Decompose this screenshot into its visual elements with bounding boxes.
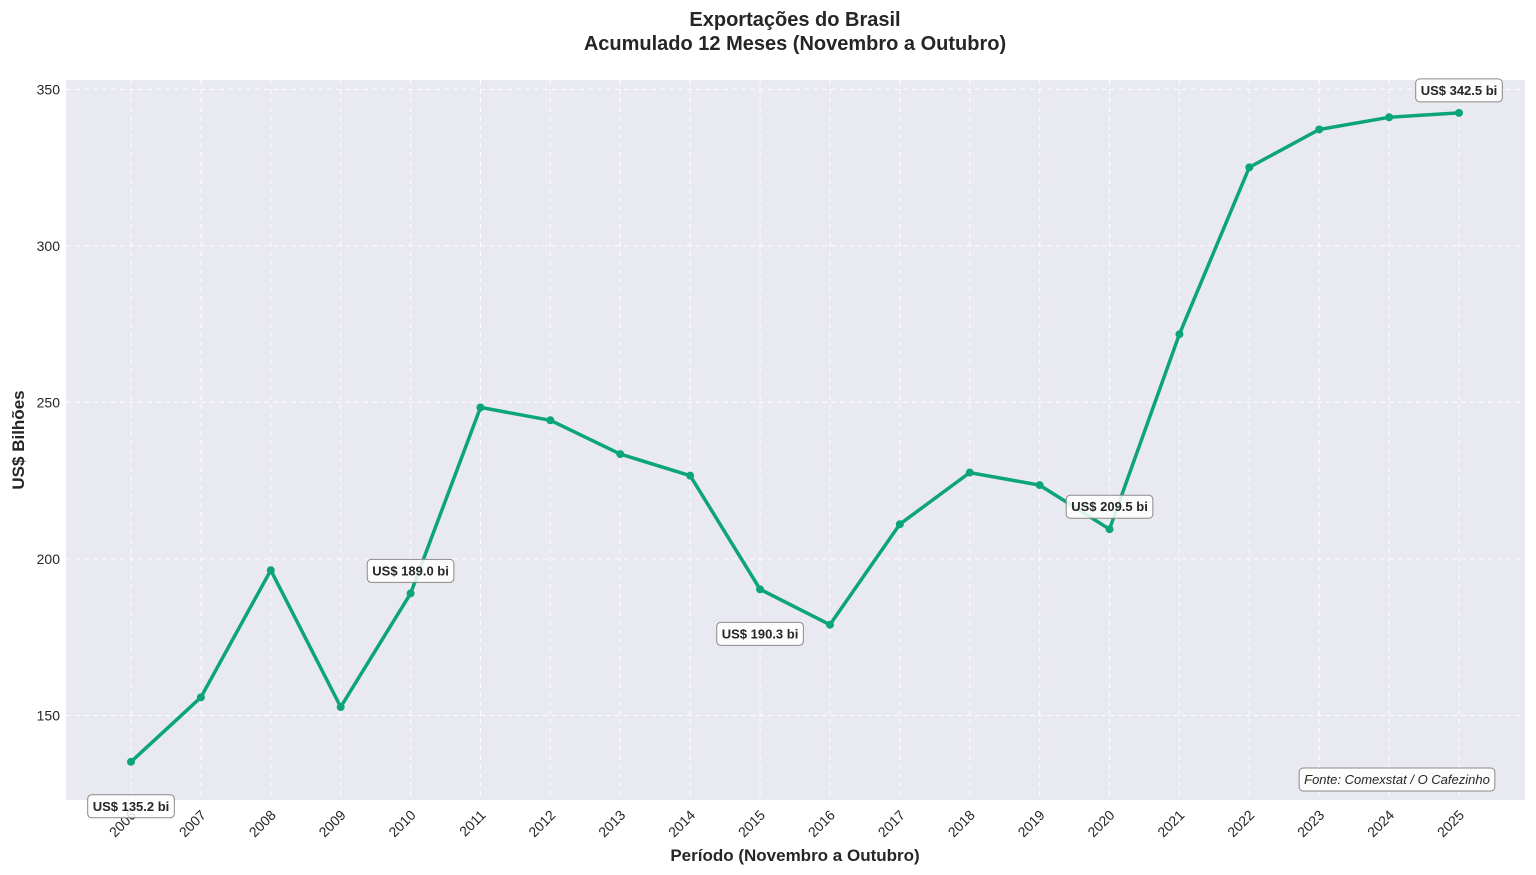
chart-subtitle: Acumulado 12 Meses (Novembro a Outubro) bbox=[584, 33, 1006, 55]
x-tick-label: 2025 bbox=[1434, 807, 1467, 840]
series-line bbox=[129, 111, 1461, 764]
annotation: US$ 135.2 bi bbox=[87, 794, 175, 819]
annotation-label: US$ 190.3 bi bbox=[722, 626, 799, 641]
data-point bbox=[1455, 108, 1463, 117]
annotation-box bbox=[1065, 494, 1154, 519]
annotation: US$ 209.5 bi bbox=[1065, 494, 1154, 519]
data-point bbox=[266, 566, 275, 575]
x-tick-label: 2009 bbox=[315, 807, 348, 840]
x-tick-label: 2020 bbox=[1084, 807, 1117, 840]
data-point bbox=[895, 520, 904, 529]
annotation-label: US$ 342.5 bi bbox=[1421, 83, 1498, 98]
annotation-label: US$ 135.2 bi bbox=[93, 799, 170, 814]
x-tick-label: 2024 bbox=[1364, 807, 1397, 840]
chart-title: Exportações do Brasil bbox=[689, 9, 900, 31]
data-point bbox=[476, 403, 485, 412]
source-note-text: Fonte: Comexstat / O Cafezinho bbox=[1304, 772, 1490, 787]
y-tick-label: 150 bbox=[37, 707, 61, 723]
annotation: US$ 342.5 bi bbox=[1415, 78, 1503, 103]
x-tick-label: 2021 bbox=[1154, 807, 1187, 840]
x-tick-label: 2012 bbox=[525, 807, 558, 840]
annotation-box bbox=[1415, 78, 1503, 103]
x-tick-label: 2008 bbox=[246, 807, 279, 840]
x-tick-label: 2017 bbox=[875, 807, 908, 840]
x-tick-label: 2019 bbox=[1014, 807, 1047, 840]
x-tick-label: 2022 bbox=[1224, 807, 1257, 840]
annotation-label: US$ 209.5 bi bbox=[1071, 499, 1148, 514]
data-point bbox=[196, 693, 205, 702]
data-point bbox=[686, 471, 695, 480]
data-point bbox=[127, 757, 135, 766]
x-tick-label: 2011 bbox=[456, 807, 489, 840]
y-tick-label: 300 bbox=[37, 238, 61, 254]
data-point bbox=[336, 703, 345, 712]
annotations: US$ 135.2 bi US$ 189.0 bi US$ 190.3 bi US$ … bbox=[87, 78, 1503, 819]
data-point bbox=[1035, 481, 1044, 490]
source-note-box bbox=[1298, 767, 1496, 792]
data-point bbox=[1385, 113, 1394, 122]
x-tick-label: 2013 bbox=[595, 807, 628, 840]
annotation-label: US$ 189.0 bi bbox=[372, 563, 449, 578]
data-point bbox=[616, 450, 625, 459]
annotation: US$ 189.0 bi bbox=[366, 558, 455, 583]
annotation-box bbox=[716, 621, 804, 646]
x-tick-label: 2015 bbox=[735, 807, 768, 840]
data-point bbox=[756, 585, 765, 594]
x-tick-label: 2007 bbox=[176, 807, 209, 840]
x-tick-label: 2016 bbox=[805, 807, 838, 840]
data-point bbox=[406, 589, 415, 598]
series-lines bbox=[129, 111, 1461, 764]
annotation: US$ 190.3 bi bbox=[716, 621, 804, 646]
y-axis-label: US$ Bilhões bbox=[9, 390, 28, 489]
y-tick-label: 200 bbox=[37, 551, 61, 567]
data-point bbox=[825, 620, 834, 629]
plot-area bbox=[66, 80, 1525, 800]
grid-lines bbox=[66, 80, 1525, 800]
x-tick-label: 2018 bbox=[945, 807, 978, 840]
annotation-box bbox=[87, 794, 175, 819]
data-point bbox=[1105, 525, 1114, 534]
x-tick-label: 2023 bbox=[1294, 807, 1327, 840]
y-tick-label: 350 bbox=[37, 81, 61, 97]
data-points bbox=[127, 108, 1463, 766]
data-point bbox=[965, 468, 974, 477]
x-axis-label: Período (Novembro a Outubro) bbox=[670, 846, 919, 865]
data-point bbox=[1175, 330, 1184, 339]
x-axis-ticks: 2006 2007 2008 2009 2010 2011 2012 2013 2014 2015… bbox=[106, 807, 1467, 840]
x-tick-label: 2010 bbox=[385, 807, 418, 840]
y-tick-label: 250 bbox=[37, 394, 61, 410]
data-point bbox=[546, 416, 555, 425]
data-point bbox=[1315, 125, 1324, 134]
source-note: Fonte: Comexstat / O Cafezinho bbox=[1298, 767, 1496, 792]
annotation-box bbox=[366, 558, 455, 583]
y-axis-ticks: 150 200 250 300 350 bbox=[37, 81, 61, 723]
x-tick-label: 2014 bbox=[665, 807, 698, 840]
data-point bbox=[1245, 163, 1254, 172]
